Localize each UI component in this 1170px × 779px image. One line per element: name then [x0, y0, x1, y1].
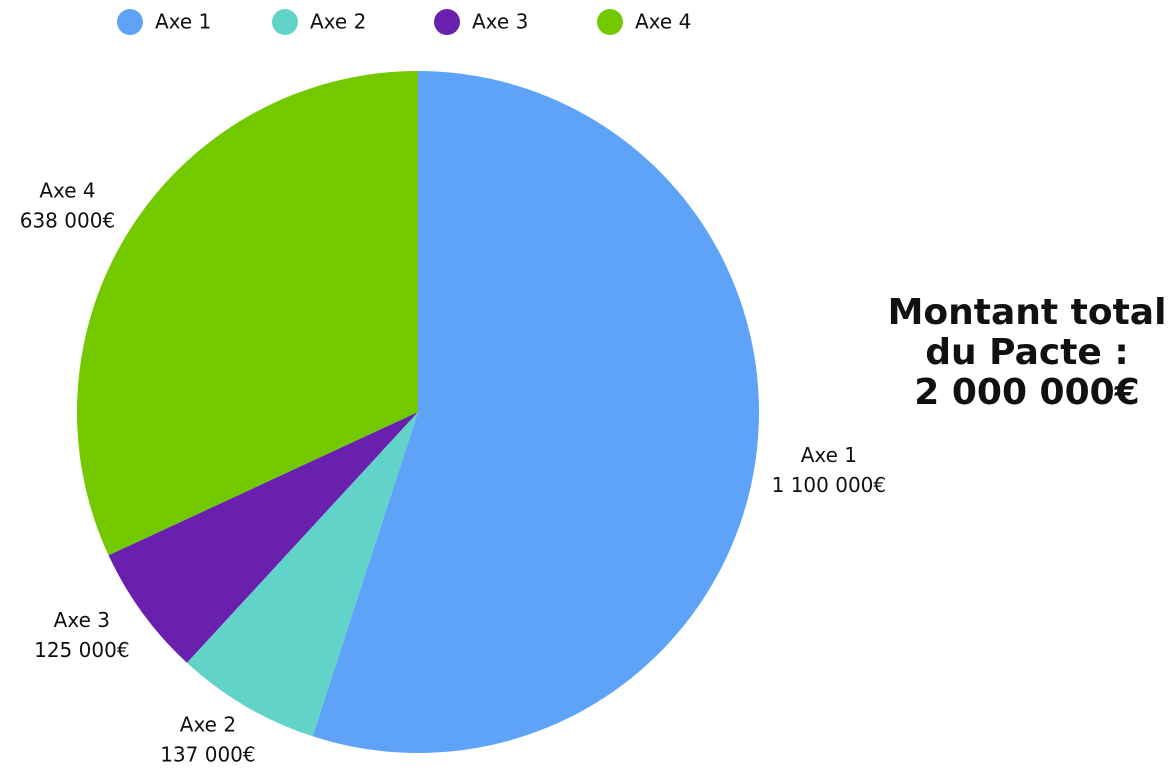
pie-slice	[77, 71, 418, 556]
legend-swatch	[272, 9, 298, 35]
legend-swatch	[117, 9, 143, 35]
pie-slice	[186, 412, 418, 737]
slice-label-value: 125 000€	[34, 638, 129, 662]
slice-label-name: Axe 2	[180, 712, 236, 736]
slice-label-name: Axe 1	[801, 443, 857, 467]
legend-swatch	[434, 9, 460, 35]
title: Montant total	[888, 292, 1167, 333]
title: 2 000 000€	[914, 372, 1139, 413]
legend-swatch	[597, 9, 623, 35]
legend-label: Axe 2	[310, 10, 366, 34]
slice-label-name: Axe 3	[54, 608, 110, 632]
legend-label: Axe 1	[155, 10, 211, 34]
slice-label-value: 1 100 000€	[772, 473, 887, 497]
legend-label: Axe 3	[472, 10, 528, 34]
slice-label-value: 137 000€	[160, 742, 255, 766]
legend-label: Axe 4	[635, 10, 691, 34]
pie-slice	[108, 412, 418, 663]
title: du Pacte :	[925, 332, 1129, 373]
slice-label-value: 638 000€	[20, 208, 115, 232]
slice-label-name: Axe 4	[39, 178, 95, 202]
pie-slice	[312, 71, 760, 753]
